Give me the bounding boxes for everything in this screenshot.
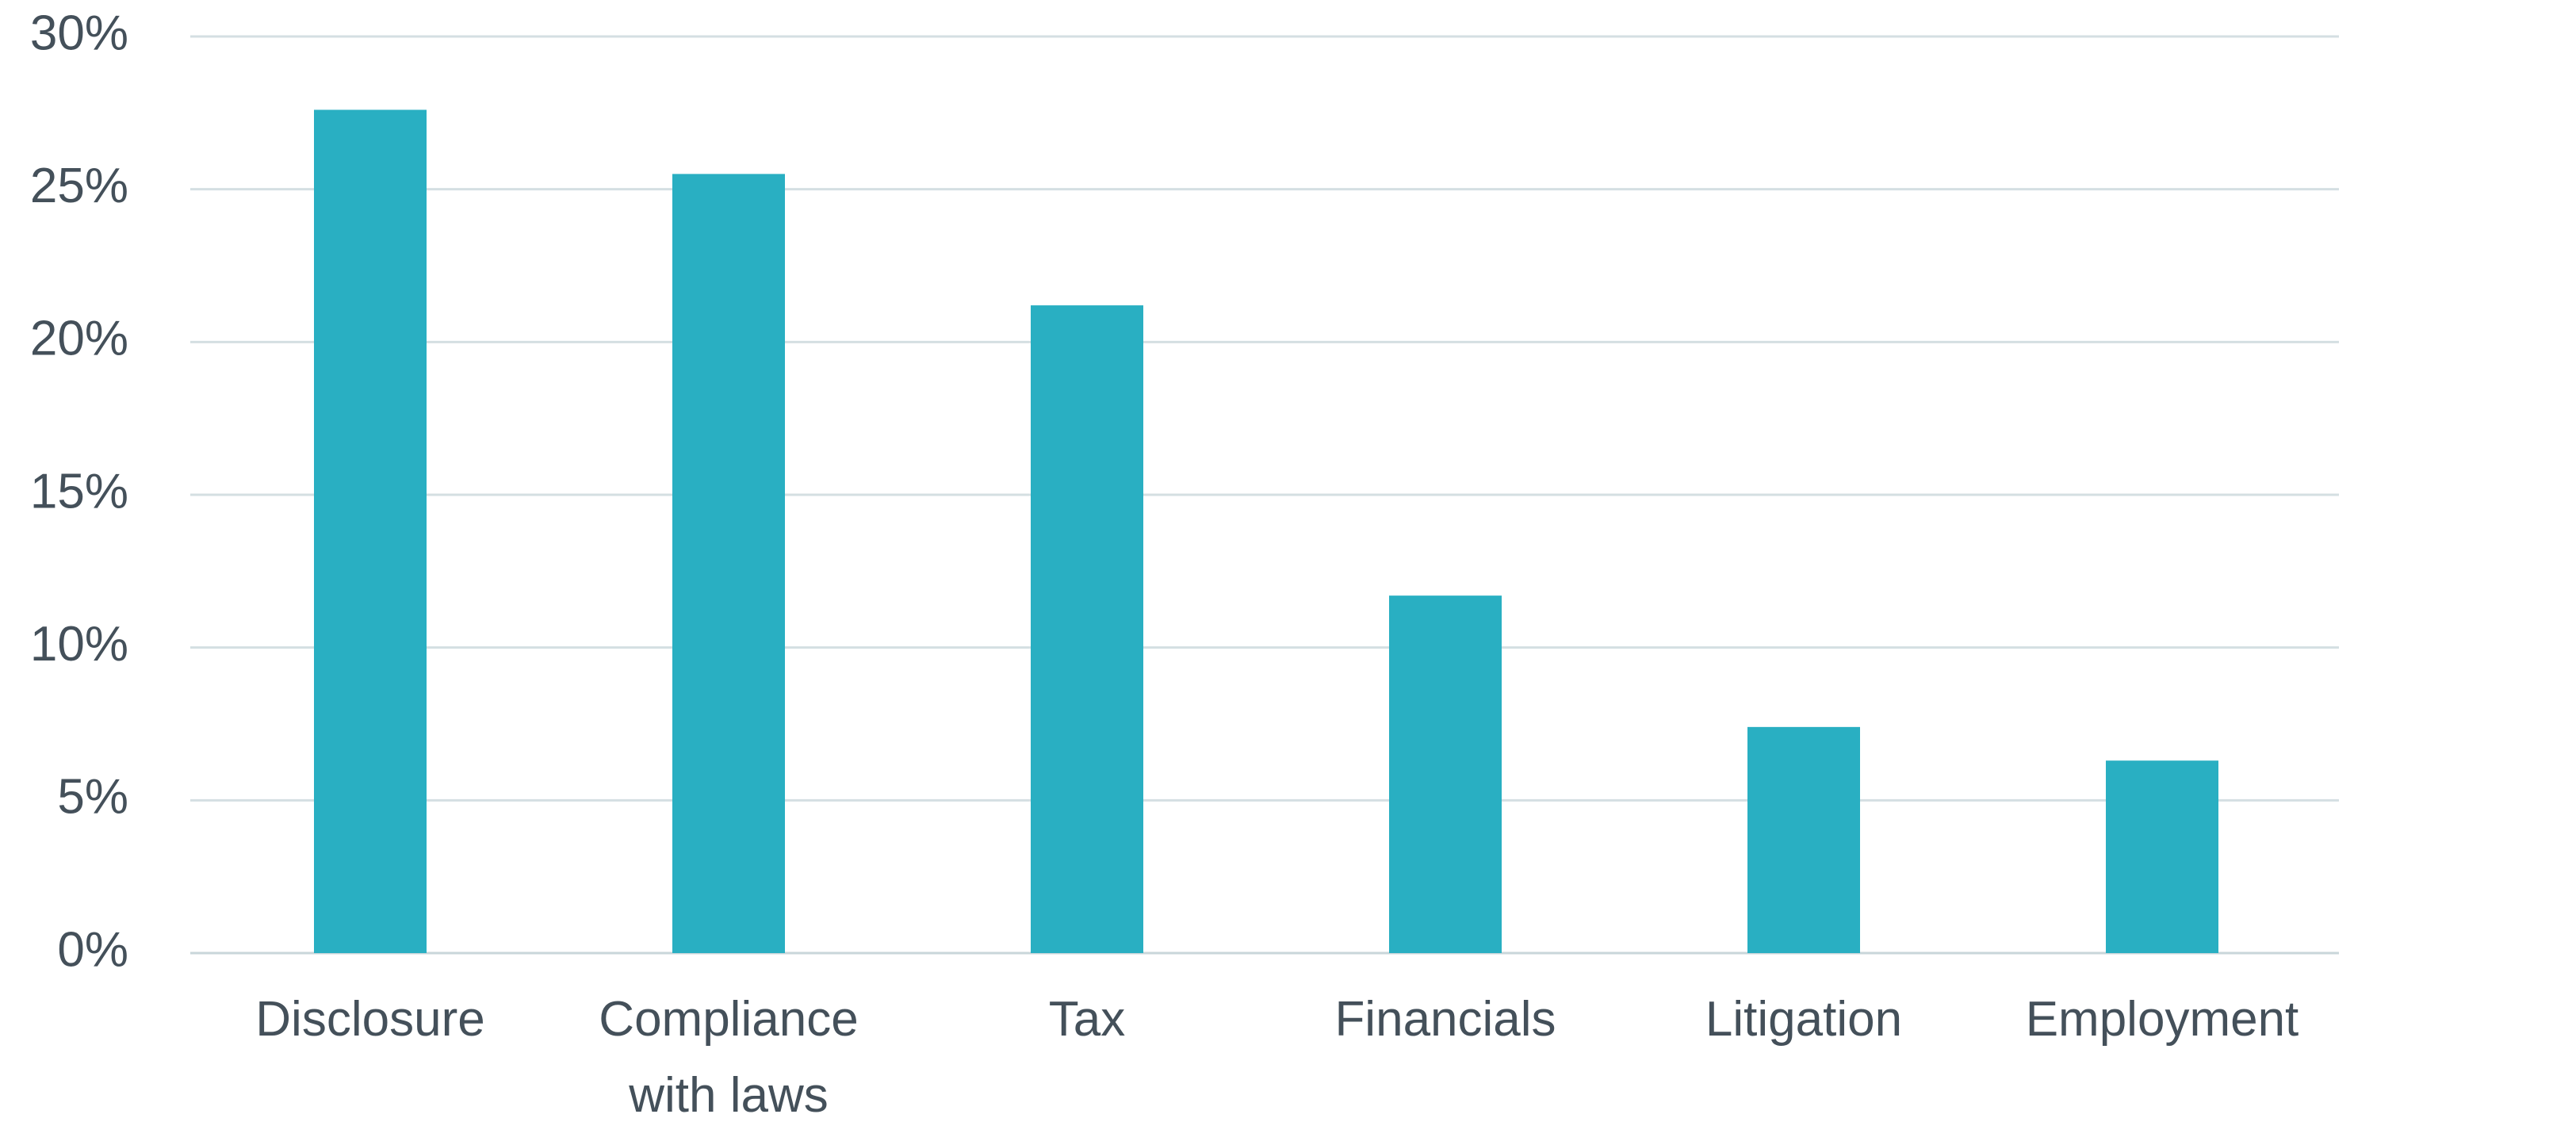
x-tick-label-line: Disclosure	[255, 992, 484, 1047]
x-tick-label: Litigation	[1705, 992, 1902, 1047]
y-tick-label: 10%	[30, 617, 128, 672]
y-tick-label: 30%	[30, 6, 128, 60]
bar	[1389, 595, 1502, 953]
x-tick-label-line: Litigation	[1705, 992, 1902, 1047]
bar	[1031, 305, 1143, 953]
y-tick-label: 25%	[30, 159, 128, 213]
y-tick-label: 15%	[30, 464, 128, 519]
bar	[314, 109, 427, 954]
gridlines	[190, 35, 2339, 955]
y-tick-label: 20%	[30, 312, 128, 366]
y-axis-tick-labels: 0% 5% 10% 15% 20% 25% 30%	[30, 6, 128, 977]
x-tick-label-line: Tax	[1049, 992, 1125, 1047]
y-tick-label: 0%	[57, 922, 128, 977]
x-tick-label-line: with laws	[628, 1068, 829, 1123]
bar	[672, 174, 785, 953]
x-tick-label-line: Financials	[1334, 992, 1556, 1047]
x-tick-label: Financials	[1334, 992, 1556, 1047]
bars	[314, 109, 2218, 954]
y-tick-label: 5%	[57, 770, 128, 825]
x-tick-label: Disclosure	[255, 992, 484, 1047]
x-tick-label: Tax	[1049, 992, 1125, 1047]
x-tick-label-line: Compliance	[599, 992, 858, 1047]
x-tick-label-line: Employment	[2026, 992, 2299, 1047]
x-tick-label: Compliance with laws	[599, 992, 858, 1123]
bar	[1747, 726, 1860, 953]
bar	[2106, 760, 2218, 953]
x-tick-label: Employment	[2026, 992, 2299, 1047]
x-axis-tick-labels: Disclosure Compliance with laws Tax Financia…	[255, 992, 2298, 1123]
